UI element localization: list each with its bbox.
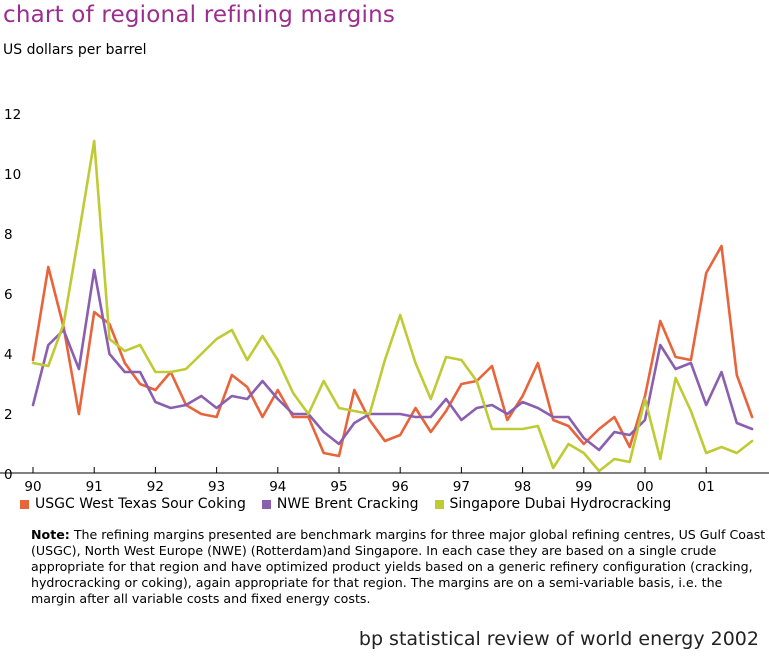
x-tick-label: 96 bbox=[392, 479, 409, 492]
legend-label: Singapore Dubai Hydrocracking bbox=[449, 496, 672, 512]
chart-title: chart of regional refining margins bbox=[3, 2, 396, 28]
y-tick-label: 12 bbox=[4, 107, 21, 123]
x-tick-label: 00 bbox=[636, 479, 653, 492]
y-tick-label: 0 bbox=[4, 467, 13, 483]
x-tick-label: 99 bbox=[575, 479, 592, 492]
legend-item: Singapore Dubai Hydrocracking bbox=[434, 496, 672, 512]
chart-note: Note: The refining margins presented are… bbox=[31, 527, 766, 607]
x-tick-label: 98 bbox=[514, 479, 531, 492]
y-tick-label: 10 bbox=[4, 167, 21, 183]
legend-label: USGC West Texas Sour Coking bbox=[35, 496, 246, 512]
legend-item: USGC West Texas Sour Coking bbox=[20, 496, 246, 512]
chart-legend: USGC West Texas Sour Coking NWE Brent Cra… bbox=[20, 496, 687, 512]
x-tick-label: 94 bbox=[269, 479, 286, 492]
legend-label: NWE Brent Cracking bbox=[276, 496, 419, 512]
series-line-3 bbox=[31, 139, 754, 473]
line-chart: 0 2 4 6 8 10 12 90 91 92 93 94 95 96 97 98 99 00 01 bbox=[0, 107, 769, 492]
y-axis-unit-label: US dollars per barrel bbox=[3, 42, 147, 58]
legend-item: NWE Brent Cracking bbox=[261, 496, 419, 512]
y-tick-label: 4 bbox=[4, 347, 13, 363]
series-line-2 bbox=[31, 268, 754, 452]
x-tick-label: 97 bbox=[453, 479, 470, 492]
note-text: The refining margins presented are bench… bbox=[31, 527, 766, 606]
series-line-1 bbox=[31, 244, 754, 458]
legend-swatch bbox=[20, 499, 29, 509]
x-tick-label: 91 bbox=[86, 479, 103, 492]
source-footer: bp statistical review of world energy 20… bbox=[358, 628, 759, 650]
x-tick-label: 90 bbox=[24, 479, 41, 492]
x-tick-label: 92 bbox=[147, 479, 164, 492]
x-tick-label: 95 bbox=[330, 479, 347, 492]
y-tick-label: 2 bbox=[4, 407, 13, 423]
y-tick-label: 6 bbox=[4, 287, 13, 303]
x-tick-label: 01 bbox=[698, 479, 715, 492]
note-label: Note: bbox=[31, 527, 70, 542]
legend-swatch bbox=[434, 499, 444, 509]
legend-swatch bbox=[261, 499, 271, 509]
x-tick-label: 93 bbox=[208, 479, 225, 492]
y-tick-label: 8 bbox=[4, 227, 13, 243]
